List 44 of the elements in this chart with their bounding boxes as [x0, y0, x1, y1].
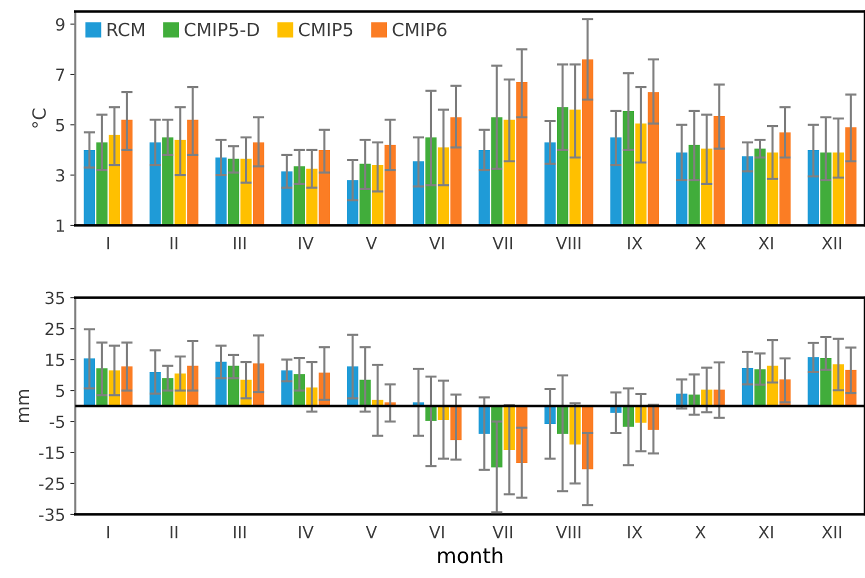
y-tick-label: -35: [39, 508, 64, 521]
y-tick-label: -25: [39, 477, 64, 490]
y-tick-label: -5: [50, 416, 64, 428]
x-tick-label: II: [170, 526, 178, 538]
y-tick-label: 15: [46, 354, 64, 366]
y-tick-label: 5: [56, 384, 64, 398]
x-tick-label: VIII: [556, 526, 580, 538]
x-tick-label: I: [107, 526, 109, 538]
y-tick-label: 9: [56, 18, 64, 31]
x-tick-label: XI: [758, 526, 773, 538]
x-tick-label: III: [234, 526, 246, 538]
x-tick-label: I: [107, 237, 109, 250]
x-tick-label: IV: [299, 526, 314, 538]
x-tick-label: II: [170, 237, 178, 250]
x-tick-label: VII: [492, 526, 512, 538]
y-tick-label: 7: [56, 68, 64, 81]
y-tick-label: 25: [46, 322, 64, 336]
y-axis-title: mm: [18, 390, 29, 422]
x-tick-label: XI: [758, 237, 773, 250]
y-tick-label: -15: [39, 446, 64, 460]
x-axis-title: month: [438, 547, 502, 564]
y-tick-label: 3: [56, 169, 64, 182]
y-tick-label: 35: [46, 292, 64, 304]
x-tick-label: IX: [628, 237, 642, 250]
x-tick-label: XII: [822, 526, 842, 538]
y-axis-title: °C: [32, 108, 46, 128]
y-tick-label: 5: [56, 118, 64, 132]
x-tick-label: X: [695, 526, 706, 538]
x-tick-label: VII: [492, 237, 512, 250]
x-tick-label: VI: [429, 237, 444, 250]
legend-label: RCM: [108, 22, 144, 36]
x-tick-label: VIII: [556, 237, 580, 250]
y-tick-label: 1: [56, 220, 64, 232]
x-tick-label: XII: [822, 237, 842, 250]
x-tick-label: V: [366, 237, 377, 250]
x-tick-label: III: [234, 237, 246, 250]
x-tick-label: IX: [628, 526, 642, 538]
x-tick-label: V: [366, 526, 377, 538]
x-tick-label: VI: [429, 526, 444, 538]
legend-label: CMIP5-D: [184, 22, 259, 36]
x-tick-label: X: [695, 237, 706, 250]
x-tick-label: IV: [299, 237, 314, 250]
legend-label: CMIP6: [392, 22, 446, 36]
legend-label: CMIP5: [298, 22, 352, 36]
